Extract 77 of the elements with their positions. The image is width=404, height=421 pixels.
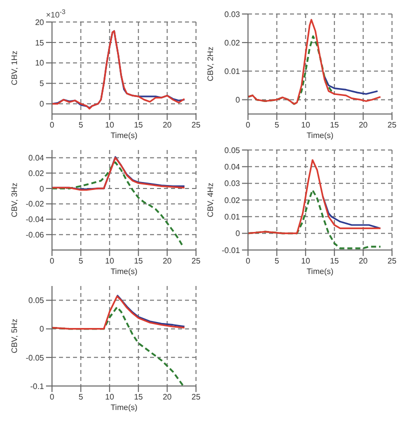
x-axis-title: Time(s) [306,267,334,276]
y-axis-title: CBV, 4Hz [206,182,215,218]
x-tick-label: 20 [162,392,172,402]
y-tick-label: -0.05 [26,353,45,362]
x-tick-label: 5 [78,256,84,266]
line-series [248,35,336,105]
x-tick-label: 15 [134,120,144,130]
x-tick-label: 25 [192,120,201,130]
y-tick-label: 0.04 [224,162,241,172]
x-tick-label: 20 [358,256,368,266]
y-tick-label: -0.04 [26,215,45,224]
y-tick-label: 0 [40,324,45,334]
y-tick-label: 0.01 [224,66,241,76]
line-series [52,295,186,330]
line-series [52,306,184,386]
x-tick-label: 5 [274,256,280,266]
line-series [116,294,186,328]
x-tick-label: 0 [246,256,251,266]
y-axis-title: CBV, 3Hz [10,182,19,218]
x-tick-label: 25 [192,392,201,402]
x-tick-label: 10 [301,256,311,266]
y-tick-label: 0.04 [28,154,45,163]
y-tick-label: 0.01 [224,212,241,222]
line-series [52,161,184,248]
line-series [324,76,378,95]
line-series [248,189,382,250]
y-axis-title: CBV, 1Hz [10,50,19,86]
line-series [248,159,382,234]
y-tick-label: 0.03 [224,179,241,188]
y-tick-label: 10 [35,58,45,68]
y-tick-label: 0.02 [224,196,241,205]
y-tick-label: 15 [35,38,45,48]
y-tick-label: -0.01 [222,246,241,255]
y-tick-label: 0.05 [28,296,45,306]
x-tick-label: 20 [162,120,172,130]
x-tick-label: 0 [50,392,55,402]
x-tick-label: 25 [388,256,397,266]
x-tick-label: 10 [301,120,311,130]
y-tick-label: 0.05 [224,146,241,155]
x-tick-label: 25 [388,120,397,130]
y-tick-label: 0.03 [224,10,241,19]
y-tick-label: 0.02 [224,38,241,48]
x-tick-label: 15 [134,392,144,402]
y-tick-label: 0 [40,100,45,109]
line-series [248,18,382,105]
y-tick-label: -0.02 [26,200,45,209]
x-axis-title: Time(s) [110,403,138,412]
x-tick-label: 5 [78,120,84,130]
x-tick-label: 0 [50,256,55,266]
x-axis-title: Time(s) [110,131,138,140]
y-tick-label: 0 [40,184,45,194]
x-tick-label: 5 [78,392,84,402]
y-tick-label: 0 [236,229,241,238]
y-tick-label: 20 [35,18,45,27]
x-tick-label: 10 [105,120,115,130]
y-tick-label: 0.02 [28,168,45,178]
line-series [322,196,382,230]
y-tick-label: 0 [236,96,241,105]
x-tick-label: 10 [105,256,115,266]
x-axis-title: Time(s) [110,267,138,276]
x-tick-label: 0 [246,120,251,130]
x-tick-label: 15 [330,256,340,266]
y-tick-label: 5 [40,79,45,88]
y-tick-label: -0.06 [26,230,45,240]
x-axis-title: Time(s) [306,131,334,140]
y-axis-title: CBV, 5Hz [10,318,19,354]
y-tick-label: -0.1 [30,382,45,391]
y-axis-title: CBV, 2Hz [206,46,215,82]
x-tick-label: 20 [162,256,172,266]
x-tick-label: 15 [330,120,340,130]
x-tick-label: 25 [192,256,201,266]
x-tick-label: 5 [274,120,280,130]
x-tick-label: 15 [134,256,144,266]
x-tick-label: 10 [105,392,115,402]
x-tick-label: 0 [50,120,55,130]
text: ×10$^{-3}$ [46,8,66,21]
x-tick-label: 20 [358,120,368,130]
